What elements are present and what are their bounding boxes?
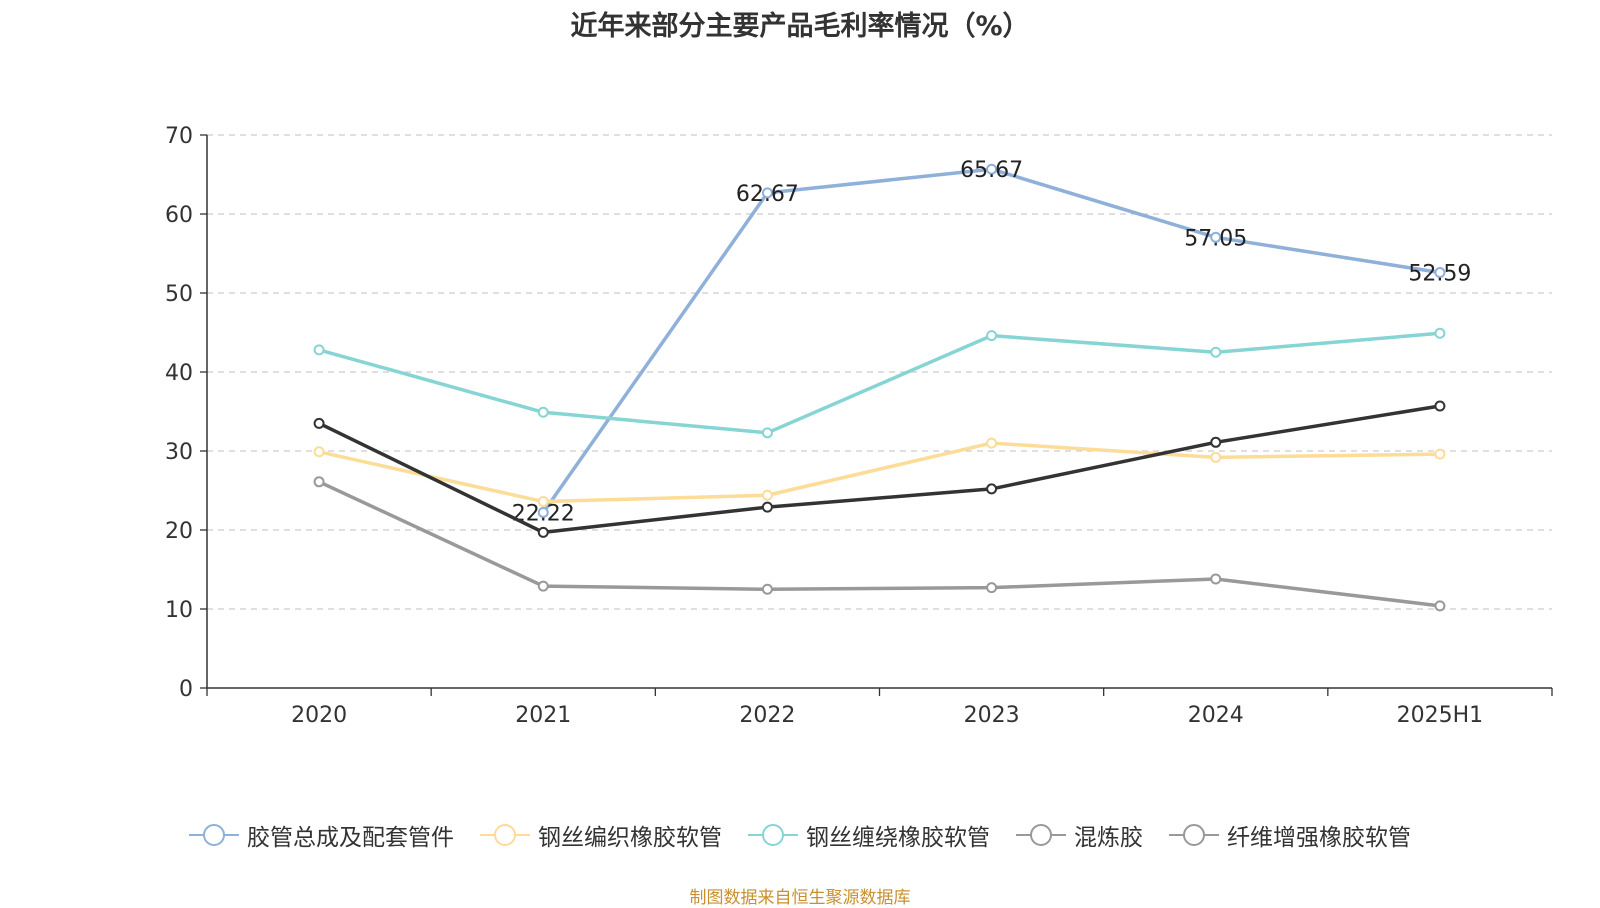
legend-label: 钢丝缠绕橡胶软管: [806, 825, 990, 851]
data-point: [1434, 448, 1446, 460]
data-point: [537, 580, 549, 592]
data-point: [1210, 346, 1222, 358]
data-point: [761, 187, 773, 199]
data-point: [986, 330, 998, 342]
data-point: [986, 582, 998, 594]
data-point: [761, 427, 773, 439]
series-line-2: [318, 441, 1440, 504]
data-point: [1210, 436, 1222, 448]
legend-item[interactable]: 钢丝缠绕橡胶软管: [748, 818, 990, 852]
y-tick-label: 60: [165, 203, 193, 228]
data-point: [537, 506, 549, 518]
data-point: [986, 437, 998, 449]
data-point: [1434, 327, 1446, 339]
legend-item[interactable]: 钢丝编织橡胶软管: [480, 818, 722, 852]
data-point: [1210, 451, 1222, 463]
legend-label: 胶管总成及配套管件: [247, 825, 454, 851]
series-line-3: [318, 331, 1441, 435]
data-point: [1434, 600, 1446, 612]
y-tick-label: 20: [165, 519, 193, 544]
data-label: 62.67: [736, 182, 799, 207]
data-point: [986, 483, 998, 495]
data-point: [313, 446, 325, 458]
data-point: [761, 501, 773, 513]
data-point: [313, 417, 325, 429]
data-point: [313, 476, 325, 488]
data-label: 52.59: [1408, 262, 1471, 287]
data-point: [313, 344, 325, 356]
legend-item[interactable]: 胶管总成及配套管件: [189, 818, 454, 852]
y-tick-label: 10: [165, 598, 193, 623]
legend-marker-icon: [480, 824, 530, 846]
y-tick-label: 70: [165, 124, 193, 149]
chart-title: 近年来部分主要产品毛利率情况（%）: [570, 11, 1030, 42]
legend-label: 纤维增强橡胶软管: [1227, 825, 1411, 851]
data-point: [1434, 400, 1446, 412]
legend-marker-icon: [1169, 824, 1219, 846]
y-tick-label: 50: [165, 282, 193, 307]
data-point: [986, 163, 998, 175]
data-point: [537, 496, 549, 508]
data-point: [537, 406, 549, 418]
legend-item[interactable]: 混炼胶: [1016, 818, 1143, 852]
data-point: [761, 583, 773, 595]
x-tick-label: 2025H1: [1397, 703, 1484, 728]
chart-legend: 胶管总成及配套管件 钢丝编织橡胶软管 钢丝缠绕橡胶软管 混炼胶 纤维增强橡胶软管: [0, 818, 1600, 852]
data-point: [1210, 573, 1222, 585]
legend-marker-icon: [748, 824, 798, 846]
source-note: 制图数据来自恒生聚源数据库: [689, 888, 911, 908]
series-line-4: [318, 404, 1441, 535]
y-tick-label: 30: [165, 440, 193, 465]
x-tick-label: 2024: [1188, 703, 1244, 728]
data-point: [1210, 231, 1222, 243]
legend-marker-icon: [189, 824, 239, 846]
data-label: 65.67: [960, 158, 1023, 183]
legend-label: 钢丝编织橡胶软管: [538, 825, 722, 851]
series-line-5: [318, 480, 1441, 608]
x-tick-label: 2020: [291, 703, 347, 728]
x-tick-label: 2022: [739, 703, 795, 728]
legend-item[interactable]: 纤维增强橡胶软管: [1169, 818, 1411, 852]
data-point: [537, 526, 549, 538]
data-point: [1434, 267, 1446, 279]
legend-label: 混炼胶: [1074, 825, 1143, 851]
data-point: [761, 489, 773, 501]
y-tick-label: 40: [165, 361, 193, 386]
x-tick-label: 2021: [515, 703, 571, 728]
legend-marker-icon: [1016, 824, 1066, 846]
data-label: 57.05: [1184, 226, 1247, 251]
y-tick-label: 0: [179, 677, 193, 702]
x-tick-label: 2023: [964, 703, 1020, 728]
